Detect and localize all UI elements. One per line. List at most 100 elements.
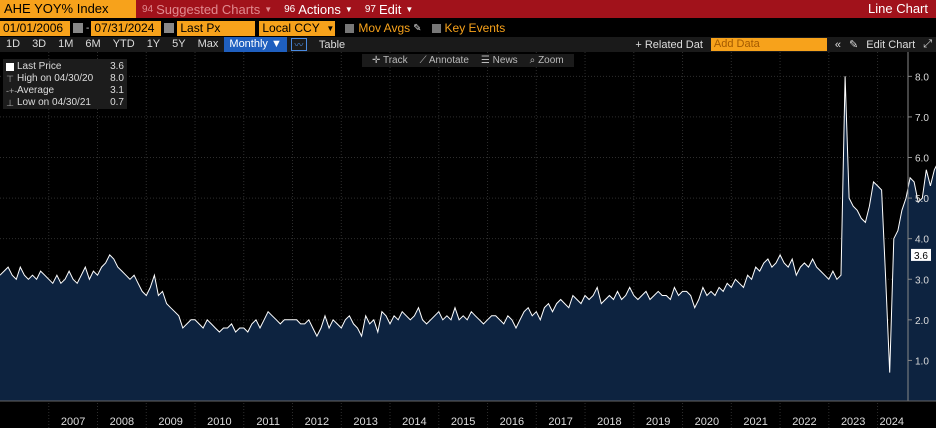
menu-label: Suggested Charts bbox=[156, 1, 261, 17]
key-events-label[interactable]: Key Events bbox=[444, 21, 506, 35]
legend-row-average: -+- Average 3.1 bbox=[6, 85, 124, 97]
expand-icon[interactable]: ⤢ bbox=[923, 38, 932, 50]
window-title: Line Chart bbox=[868, 1, 928, 16]
edit-menu[interactable]: 97 Edit ▼ bbox=[359, 0, 419, 18]
x-tick-label: 2015 bbox=[451, 416, 475, 428]
last-value-box bbox=[911, 248, 931, 261]
annotate-label: Annotate bbox=[428, 55, 469, 66]
y-tick-label: 7.0 bbox=[915, 113, 929, 124]
legend-row-high: ⊤ High on 04/30/20 8.0 bbox=[6, 73, 124, 85]
period-6m[interactable]: 6M bbox=[85, 38, 101, 50]
legend-last-value: 3.6 bbox=[110, 61, 124, 72]
caret-down-icon: ▼ bbox=[344, 4, 353, 14]
y-tick-label: 5.0 bbox=[915, 194, 929, 205]
menu-label: Actions bbox=[298, 1, 341, 17]
top-bar: AHE YOY% Index 94 Suggested Charts ▼ 96 … bbox=[0, 0, 936, 18]
key-events-checkbox[interactable] bbox=[431, 23, 441, 33]
period-1m[interactable]: 1M bbox=[58, 38, 74, 50]
legend-high-value: 8.0 bbox=[110, 73, 124, 84]
last-value-tag: 3.6 bbox=[911, 248, 931, 262]
series-line bbox=[0, 76, 936, 373]
y-tick-label: 4.0 bbox=[915, 235, 929, 246]
x-tick-label: 2021 bbox=[743, 416, 767, 428]
legend[interactable]: Last Price 3.6 ⊤ High on 04/30/20 8.0 -+-… bbox=[3, 59, 127, 109]
legend-row-last: Last Price 3.6 bbox=[6, 61, 124, 73]
x-tick-label: 2010 bbox=[207, 416, 231, 428]
x-tick-label: 2023 bbox=[841, 416, 865, 428]
table-button[interactable]: Table bbox=[318, 38, 346, 51]
related-data-button[interactable]: + Related Dat bbox=[635, 38, 703, 51]
average-marker-icon: -+- bbox=[6, 86, 18, 96]
x-tick-label: 2014 bbox=[402, 416, 426, 428]
y-tick-label: 8.0 bbox=[915, 72, 929, 83]
legend-low-label: Low on 04/30/21 bbox=[17, 97, 91, 108]
period-1y[interactable]: 1Y bbox=[146, 38, 161, 50]
checkbox-icon[interactable] bbox=[6, 63, 14, 71]
menu-number: 97 bbox=[364, 3, 376, 15]
period-3d[interactable]: 3D bbox=[32, 38, 47, 50]
legend-average-label: Average bbox=[17, 85, 55, 96]
legend-high-label: High on 04/30/20 bbox=[17, 73, 94, 84]
currency-select[interactable]: Local CCY bbox=[259, 20, 326, 36]
news-tool[interactable]: ☰ News bbox=[480, 55, 518, 66]
series-area-fill bbox=[0, 76, 936, 401]
y-tick-label: 2.0 bbox=[915, 316, 929, 327]
period-ytd[interactable]: YTD bbox=[112, 38, 135, 50]
x-tick-label: 2012 bbox=[305, 416, 329, 428]
high-marker-icon: ⊤ bbox=[6, 74, 14, 84]
y-axis: 1.0 2.0 3.0 4.0 5.0 6.0 7.0 8.0 bbox=[907, 52, 929, 401]
line-chart[interactable]: 1.0 2.0 3.0 4.0 5.0 6.0 7.0 8.0 2007 2008 2009 201… bbox=[0, 52, 936, 428]
x-tick-label: 2022 bbox=[792, 416, 816, 428]
y-tick-label: 3.0 bbox=[915, 275, 929, 286]
legend-low-value: 0.7 bbox=[110, 97, 124, 108]
edit-chart-button[interactable]: Edit Chart bbox=[866, 38, 916, 51]
caret-down-icon: ▼ bbox=[264, 4, 273, 14]
y-tick-label: 1.0 bbox=[915, 356, 929, 367]
x-tick-label: 2009 bbox=[158, 416, 182, 428]
annotate-tool[interactable]: ⟋ Annotate bbox=[419, 55, 469, 66]
controls-bar: 01/01/2006 - 07/31/2024 Last Px Local CC… bbox=[0, 20, 936, 36]
pencil-icon[interactable]: ✎ bbox=[849, 39, 859, 51]
mov-avgs-checkbox[interactable] bbox=[345, 23, 355, 33]
caret-down-icon: ▼ bbox=[405, 4, 414, 14]
legend-last-label: Last Price bbox=[17, 61, 62, 72]
date-separator-icon: - bbox=[86, 22, 90, 34]
pencil-icon[interactable]: ✎ bbox=[413, 22, 422, 34]
start-date-field[interactable]: 01/01/2006 bbox=[0, 20, 70, 36]
x-tick-label: 2018 bbox=[597, 416, 621, 428]
zoom-tool[interactable]: ⌕ Zoom bbox=[529, 55, 564, 66]
add-data-input[interactable]: Add Data bbox=[710, 38, 827, 51]
collapse-icon[interactable]: « bbox=[834, 38, 842, 51]
period-max[interactable]: Max bbox=[197, 38, 219, 50]
period-bar: 1D 3D 1M 6M YTD 1Y 5Y Max Monthly ▼ 〰 Ta… bbox=[0, 37, 936, 52]
x-axis: 2007 2008 2009 2010 2011 2012 2013 2014 2015 2016… bbox=[0, 400, 936, 428]
x-tick-label: 2013 bbox=[353, 416, 377, 428]
chart-area[interactable]: 1.0 2.0 3.0 4.0 5.0 6.0 7.0 8.0 2007 2008 2009 201… bbox=[0, 52, 936, 428]
x-tick-label: 2011 bbox=[256, 416, 280, 428]
line-chart-icon[interactable]: 〰 bbox=[290, 38, 307, 51]
zoom-label: Zoom bbox=[538, 55, 564, 66]
actions-menu[interactable]: 96 Actions ▼ bbox=[278, 0, 359, 18]
x-tick-label: 2024 bbox=[880, 416, 904, 428]
x-tick-label: 2007 bbox=[61, 416, 85, 428]
x-tick-label: 2020 bbox=[695, 416, 719, 428]
period-5y[interactable]: 5Y bbox=[172, 38, 186, 50]
x-tick-label: 2017 bbox=[548, 416, 572, 428]
y-tick-label: 6.0 bbox=[915, 154, 929, 165]
last-value-label: 3.6 bbox=[914, 251, 928, 262]
price-field-select[interactable]: Last Px bbox=[177, 20, 256, 36]
calendar-icon[interactable] bbox=[73, 23, 83, 33]
ticker-field[interactable]: AHE YOY% Index bbox=[0, 0, 136, 18]
mov-avgs-label[interactable]: Mov Avgs bbox=[358, 21, 411, 35]
frequency-dropdown[interactable]: Monthly ▼ bbox=[224, 37, 287, 52]
news-label: News bbox=[492, 55, 518, 66]
x-tick-label: 2008 bbox=[110, 416, 134, 428]
calendar-icon[interactable] bbox=[164, 23, 175, 33]
chevron-down-icon[interactable]: ▼ bbox=[325, 20, 336, 36]
track-label: Track bbox=[382, 55, 408, 66]
end-date-field[interactable]: 07/31/2024 bbox=[91, 20, 162, 36]
track-tool[interactable]: ✛ Track bbox=[372, 55, 408, 66]
suggested-charts-menu[interactable]: 94 Suggested Charts ▼ bbox=[136, 0, 278, 18]
period-1d[interactable]: 1D bbox=[6, 38, 21, 50]
menu-number: 96 bbox=[284, 3, 296, 15]
